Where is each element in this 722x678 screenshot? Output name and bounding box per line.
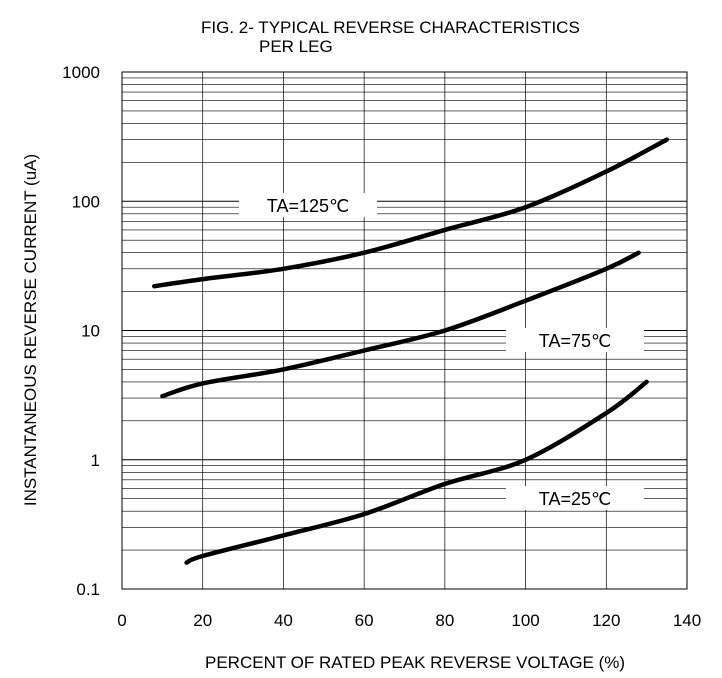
x-tick-label: 80 (435, 611, 454, 630)
series-label-ta-125c: TA=125℃ (267, 196, 349, 216)
x-axis-title: PERCENT OF RATED PEAK REVERSE VOLTAGE (%… (205, 653, 625, 672)
chart-title-line-1: FIG. 2- TYPICAL REVERSE CHARACTERISTICS (201, 18, 580, 37)
series-label-bg (506, 486, 644, 510)
series-line-ta-75c (160, 250, 641, 399)
series-label-ta-25c: TA=25℃ (539, 489, 611, 509)
y-tick-label: 10 (81, 322, 100, 341)
x-tick-label: 40 (274, 611, 293, 630)
x-tick-label: 0 (117, 611, 126, 630)
series-label-bg (506, 328, 644, 352)
y-tick-label: 100 (72, 192, 100, 211)
x-tick-label: 20 (193, 611, 212, 630)
x-tick-label: 60 (355, 611, 374, 630)
series-line-ta-125c (152, 137, 670, 289)
x-tick-label: 100 (511, 611, 539, 630)
tick-labels: 0 20 40 60 80 100 120 140 0.1 1 10 100 1000 (62, 63, 701, 630)
series-label-ta-75c: TA=75℃ (539, 331, 611, 351)
chart-title-line-2: PER LEG (259, 37, 333, 56)
series-lines: TA=125℃ TA=75℃ TA=25℃ (152, 137, 670, 565)
x-tick-label: 140 (673, 611, 701, 630)
plot-frame (121, 71, 688, 590)
y-tick-label: 1000 (62, 63, 100, 82)
series-label-bg (239, 193, 377, 217)
y-tick-label: 0.1 (76, 580, 100, 599)
series-line-ta-25c (184, 379, 649, 565)
y-axis-title: INSTANTANEOUS REVERSE CURRENT (uA) (21, 154, 40, 506)
x-tick-label: 120 (592, 611, 620, 630)
y-tick-label: 1 (91, 451, 100, 470)
